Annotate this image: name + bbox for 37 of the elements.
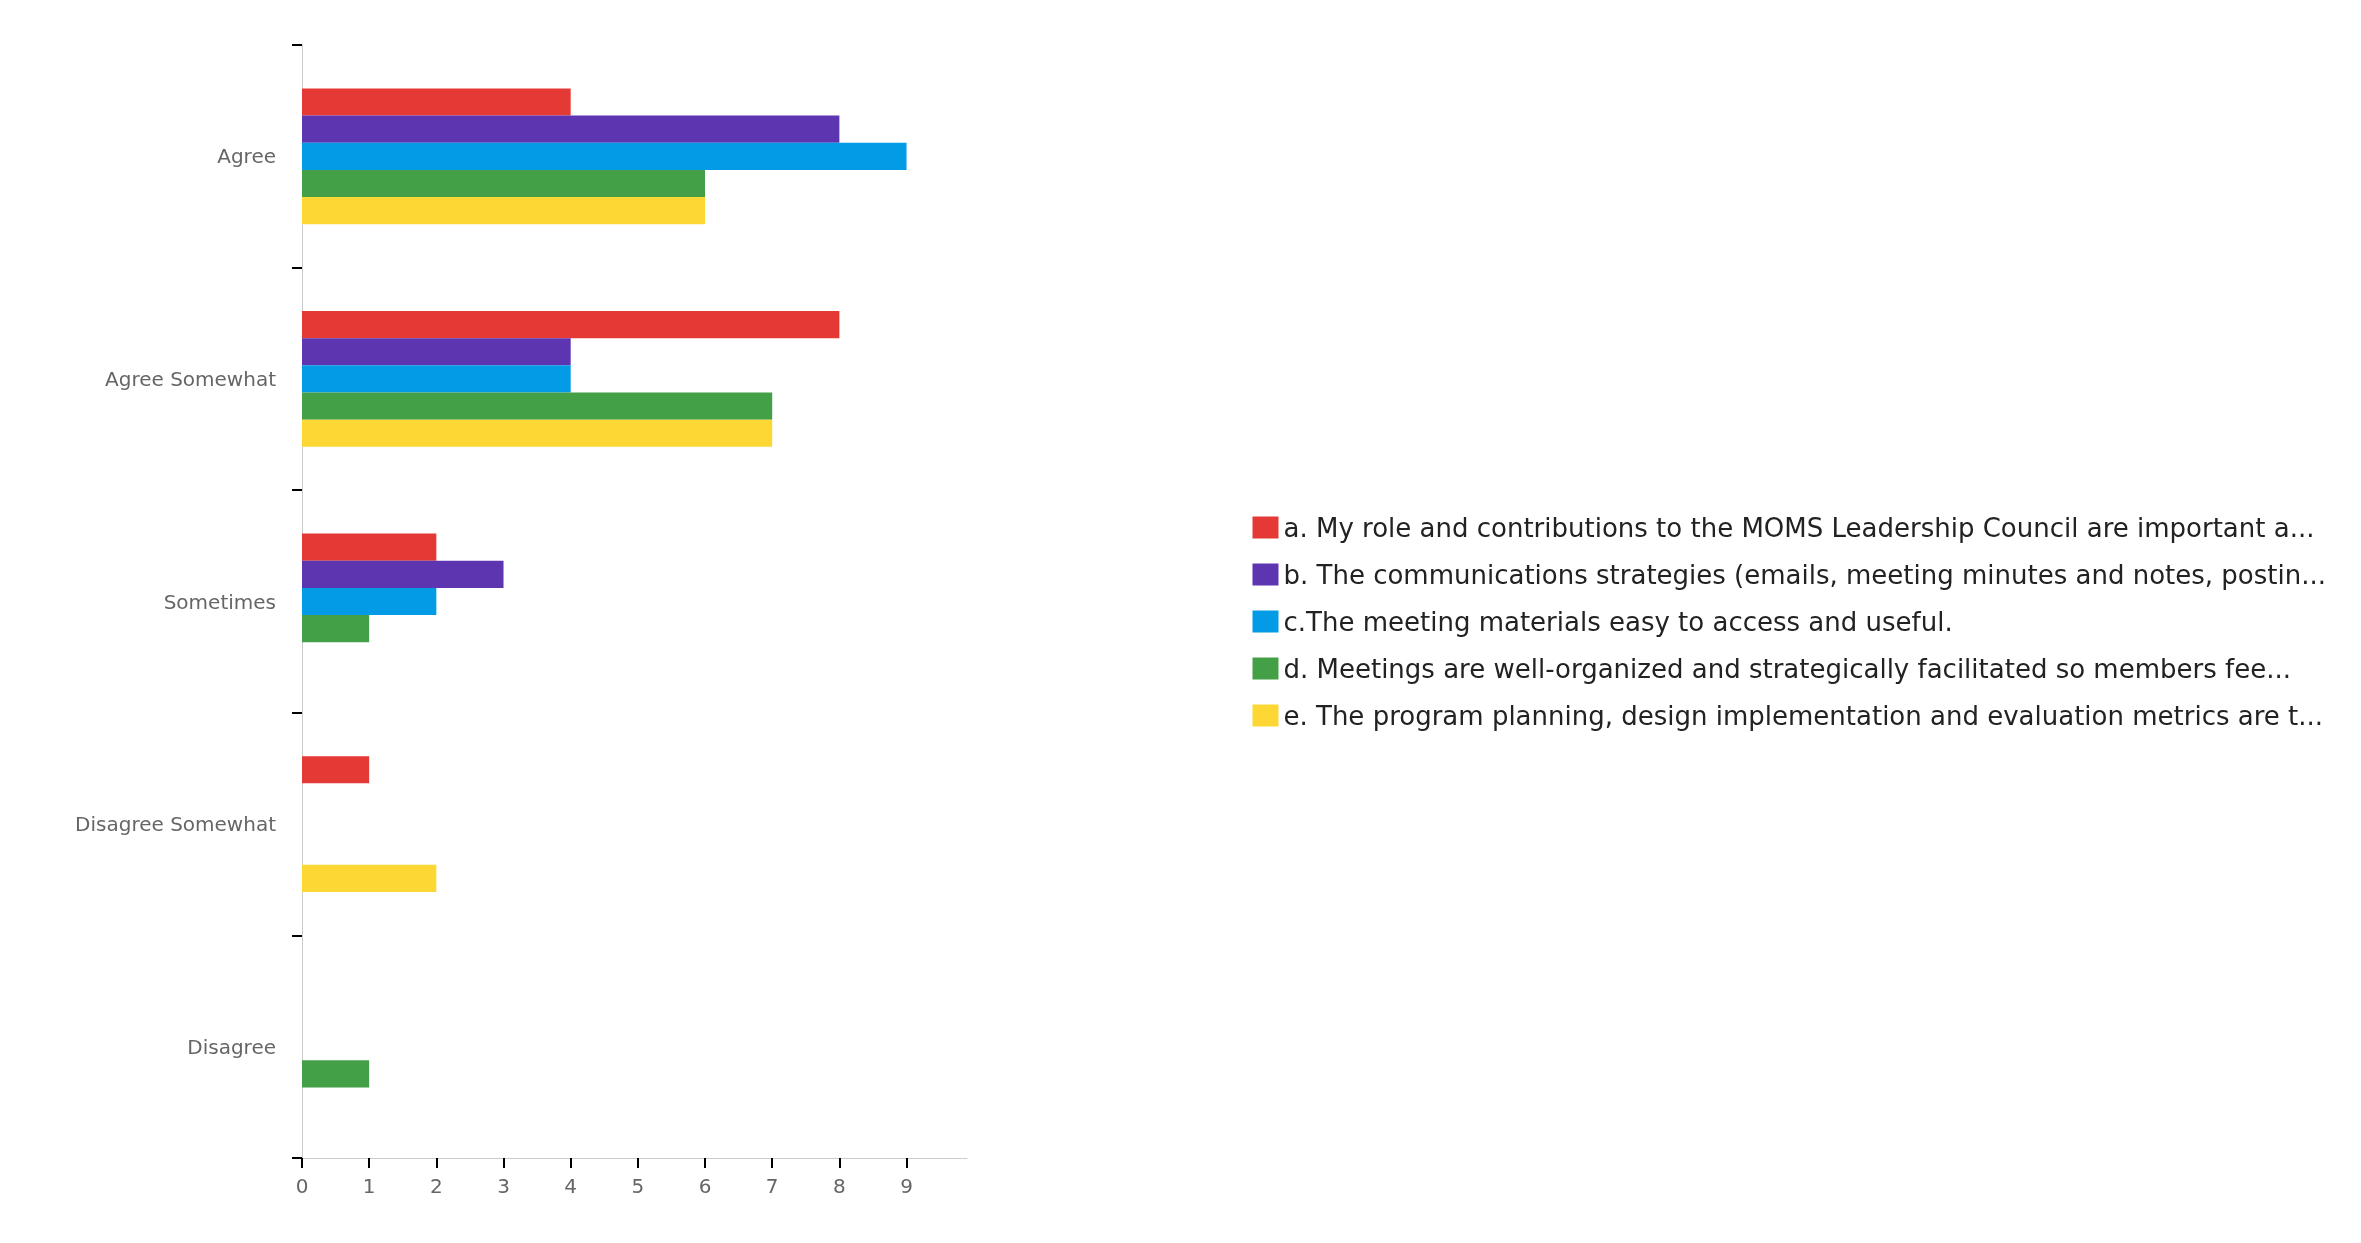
- x-tick-label: 8: [833, 1174, 846, 1198]
- x-tick-label: 6: [698, 1174, 712, 1198]
- bar: [302, 392, 773, 420]
- x-tick-label: 7: [765, 1174, 779, 1198]
- bar: [302, 864, 437, 892]
- bar: [302, 560, 504, 588]
- x-tick-label: 2: [429, 1174, 443, 1198]
- legend-label: e. The program planning, design implementation and evaluation metrics are t...: [1283, 700, 2324, 731]
- x-tick-label: 5: [631, 1174, 645, 1198]
- y-tick-label: Agree: [217, 144, 276, 169]
- bar: [302, 615, 370, 643]
- bar: [302, 756, 370, 784]
- bar: [302, 197, 706, 225]
- bar: [302, 533, 437, 561]
- y-tick-label: Agree Somewhat: [105, 366, 277, 391]
- x-tick-label: 1: [362, 1174, 376, 1198]
- bar: [302, 169, 706, 198]
- bar: [302, 419, 773, 447]
- x-tick-label: 3: [497, 1174, 510, 1198]
- bar: [302, 1060, 370, 1088]
- bar: [302, 365, 571, 393]
- legend-label: b. The communications strategies (emails, meeting minutes and notes, postin...: [1283, 559, 2326, 590]
- x-tick-label: 4: [564, 1174, 578, 1198]
- bar: [302, 338, 571, 366]
- legend-label: c.The meeting materials easy to access and useful.: [1283, 606, 1953, 637]
- legend-label: d. Meetings are well-organized and strategically facilitated so members fee...: [1283, 653, 2291, 684]
- bar: [302, 142, 907, 170]
- bar: [302, 115, 840, 143]
- x-tick-label: 9: [900, 1174, 913, 1198]
- y-tick-label: Disagree: [187, 1034, 276, 1059]
- x-tick-label: 0: [295, 1174, 309, 1198]
- legend-label: a. My role and contributions to the MOMS Leadership Council are important a...: [1283, 512, 2315, 543]
- y-tick-label: Sometimes: [163, 589, 276, 614]
- bar: [302, 311, 840, 339]
- bar: [302, 88, 571, 116]
- bar: [302, 587, 437, 616]
- y-tick-label: Disagree Somewhat: [75, 812, 277, 837]
